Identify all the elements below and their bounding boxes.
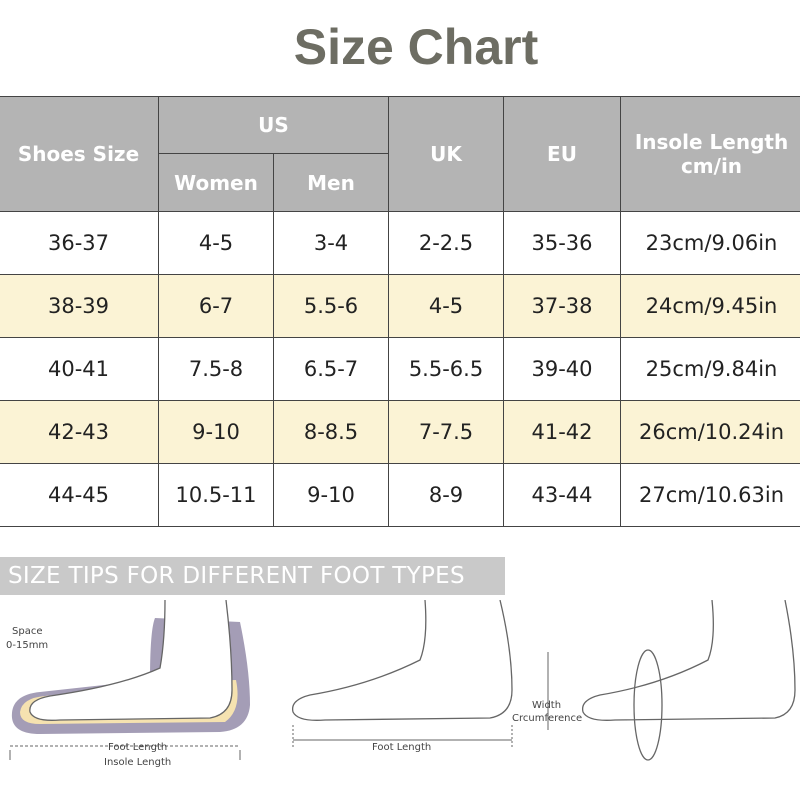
table-cell: 41-42 — [503, 400, 621, 464]
table-cell: 24cm/9.45in — [620, 274, 800, 338]
header-cell: Men — [273, 153, 389, 212]
size-table: Shoes Size US UK EU Insole Length cm/in … — [0, 96, 800, 527]
header-cell: Women — [158, 153, 274, 212]
table-cell: 6-7 — [158, 274, 274, 338]
label: Crcumference — [512, 713, 582, 724]
table-cell: 36-37 — [0, 211, 159, 275]
table-cell: 37-38 — [503, 274, 621, 338]
table-cell: 2-2.5 — [388, 211, 504, 275]
table-row: 44-45 10.5-11 9-10 8-9 43-44 27cm/10.63in — [0, 463, 800, 527]
header-cell: EU — [503, 96, 621, 212]
table-cell: 7.5-8 — [158, 337, 274, 401]
table-row: 38-39 6-7 5.5-6 4-5 37-38 24cm/9.45in — [0, 274, 800, 338]
label: Insole Length — [104, 757, 171, 768]
table-cell: 9-10 — [158, 400, 274, 464]
table-cell: 4-5 — [388, 274, 504, 338]
table-cell: 7-7.5 — [388, 400, 504, 464]
table-cell: 26cm/10.24in — [620, 400, 800, 464]
table-cell: 27cm/10.63in — [620, 463, 800, 527]
table-cell: 44-45 — [0, 463, 159, 527]
table-row: 42-43 9-10 8-8.5 7-7.5 41-42 26cm/10.24in — [0, 400, 800, 464]
table-cell: 8-9 — [388, 463, 504, 527]
table-cell: 5.5-6 — [273, 274, 389, 338]
table-cell: 38-39 — [0, 274, 159, 338]
label: Width — [532, 700, 561, 711]
label: Foot Length — [372, 742, 431, 753]
table-cell: 5.5-6.5 — [388, 337, 504, 401]
label: Space — [12, 626, 42, 637]
table-cell: 9-10 — [273, 463, 389, 527]
tips-banner: SIZE TIPS FOR DIFFERENT FOOT TYPES — [0, 557, 505, 595]
table-cell: 6.5-7 — [273, 337, 389, 401]
foot-1 — [9, 600, 250, 760]
table-cell: 23cm/9.06in — [620, 211, 800, 275]
table-cell: 35-36 — [503, 211, 621, 275]
label: Foot Length — [108, 742, 167, 753]
header-cell: Insole Length cm/in — [620, 96, 800, 212]
table-cell: 4-5 — [158, 211, 274, 275]
table-cell: 40-41 — [0, 337, 159, 401]
header-cell: US — [158, 96, 389, 154]
table-cell: 25cm/9.84in — [620, 337, 800, 401]
table-row: 40-41 7.5-8 6.5-7 5.5-6.5 39-40 25cm/9.84in — [0, 337, 800, 401]
table-cell: 8-8.5 — [273, 400, 389, 464]
table-row: 36-37 4-5 3-4 2-2.5 35-36 23cm/9.06in — [0, 211, 800, 275]
foot-illustrations: Space 0-15mm Foot Length Insole Length F… — [6, 600, 796, 768]
table-body: 36-37 4-5 3-4 2-2.5 35-36 23cm/9.06in 38-39 6-7… — [0, 211, 800, 527]
label: 0-15mm — [6, 640, 48, 651]
foot-2 — [291, 600, 513, 748]
table-cell: 43-44 — [503, 463, 621, 527]
foot-3 — [547, 600, 796, 761]
table-cell: 3-4 — [273, 211, 389, 275]
table-cell: 42-43 — [0, 400, 159, 464]
table-cell: 39-40 — [503, 337, 621, 401]
header-cell: Shoes Size — [0, 96, 159, 212]
header-cell: UK — [388, 96, 504, 212]
table-cell: 10.5-11 — [158, 463, 274, 527]
title: Size Chart — [293, 19, 539, 75]
